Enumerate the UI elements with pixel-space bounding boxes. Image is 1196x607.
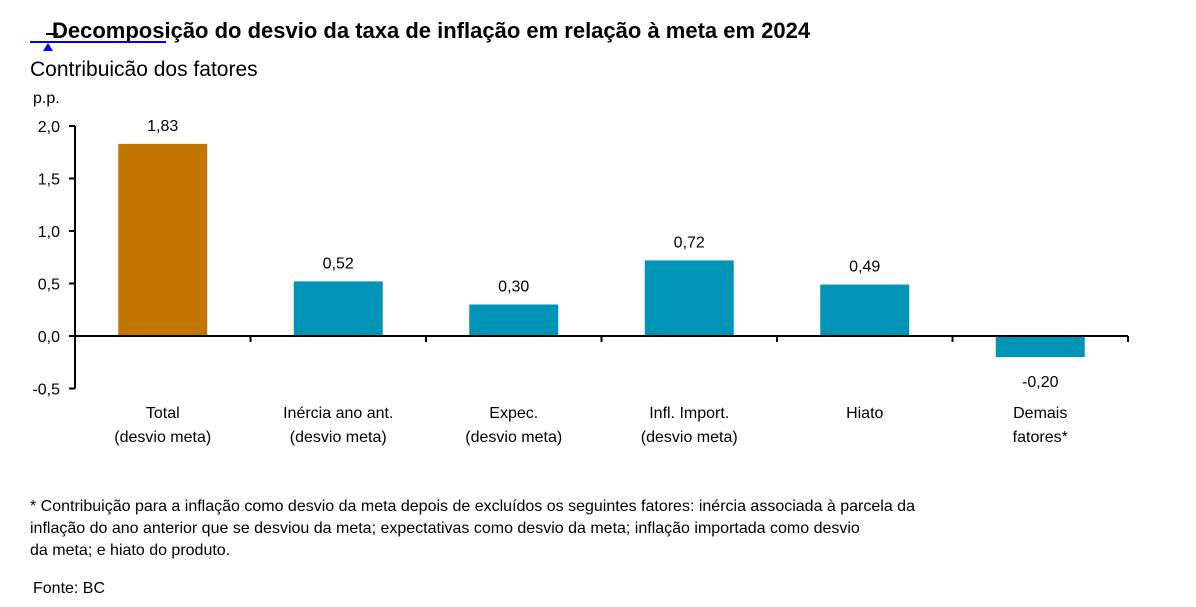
y-tick-label: 2,0 [38,119,60,136]
x-tick-label: (desvio meta) [114,429,211,446]
y-axis-unit-label: p.p. [33,90,60,107]
x-tick-label: Demais [1013,405,1067,422]
title-dash-mark [46,33,58,35]
bar-chart: -0,5 0,0 0,5 1,0 1,5 2,0 1,83 Total (desvio meta… [32,118,1129,446]
chart-title: Decomposição do desvio da taxa de inflaç… [52,18,811,43]
x-tick-label: (desvio meta) [290,429,387,446]
text-selection-underline [30,41,166,43]
data-label: 1,83 [147,118,178,135]
footnote-line: da meta; e hiato do produto. [30,542,231,559]
data-label: -0,20 [1022,374,1059,391]
data-label: 0,49 [849,259,880,276]
bar [293,281,383,336]
x-tick-label: (desvio meta) [465,429,562,446]
bar [118,143,208,336]
bar [820,284,910,336]
chart-subtitle: Contribuicão dos fatores [30,58,258,81]
y-tick-label: 1,0 [38,224,60,241]
text-cursor-caret-icon [43,43,53,51]
y-tick-label: 0,5 [38,277,60,294]
x-tick-label: Inércia ano ant. [283,405,393,422]
bar [995,336,1085,357]
source-note: Fonte: BC [33,580,106,597]
x-tick-label: Hiato [846,405,883,422]
x-tick-label: Infl. Import. [649,405,729,422]
bar [644,260,734,336]
bar [469,304,559,336]
y-tick-label: -0,5 [32,382,60,399]
y-tick-label: 0,0 [38,329,60,346]
x-tick-label: (desvio meta) [641,429,738,446]
x-tick-label: fatores* [1013,429,1068,446]
x-tick-label: Expec. [489,405,538,422]
data-label: 0,30 [498,279,529,296]
data-label: 0,52 [323,255,354,272]
data-label: 0,72 [674,234,705,251]
y-tick-label: 1,5 [38,172,60,189]
footnote-line: * Contribuição para a inflação como desv… [30,498,915,515]
x-tick-label: Total [146,405,180,422]
footnote: * Contribuição para a inflação como desv… [30,496,1150,562]
footnote-line: inflação do ano anterior que se desviou … [30,520,860,537]
